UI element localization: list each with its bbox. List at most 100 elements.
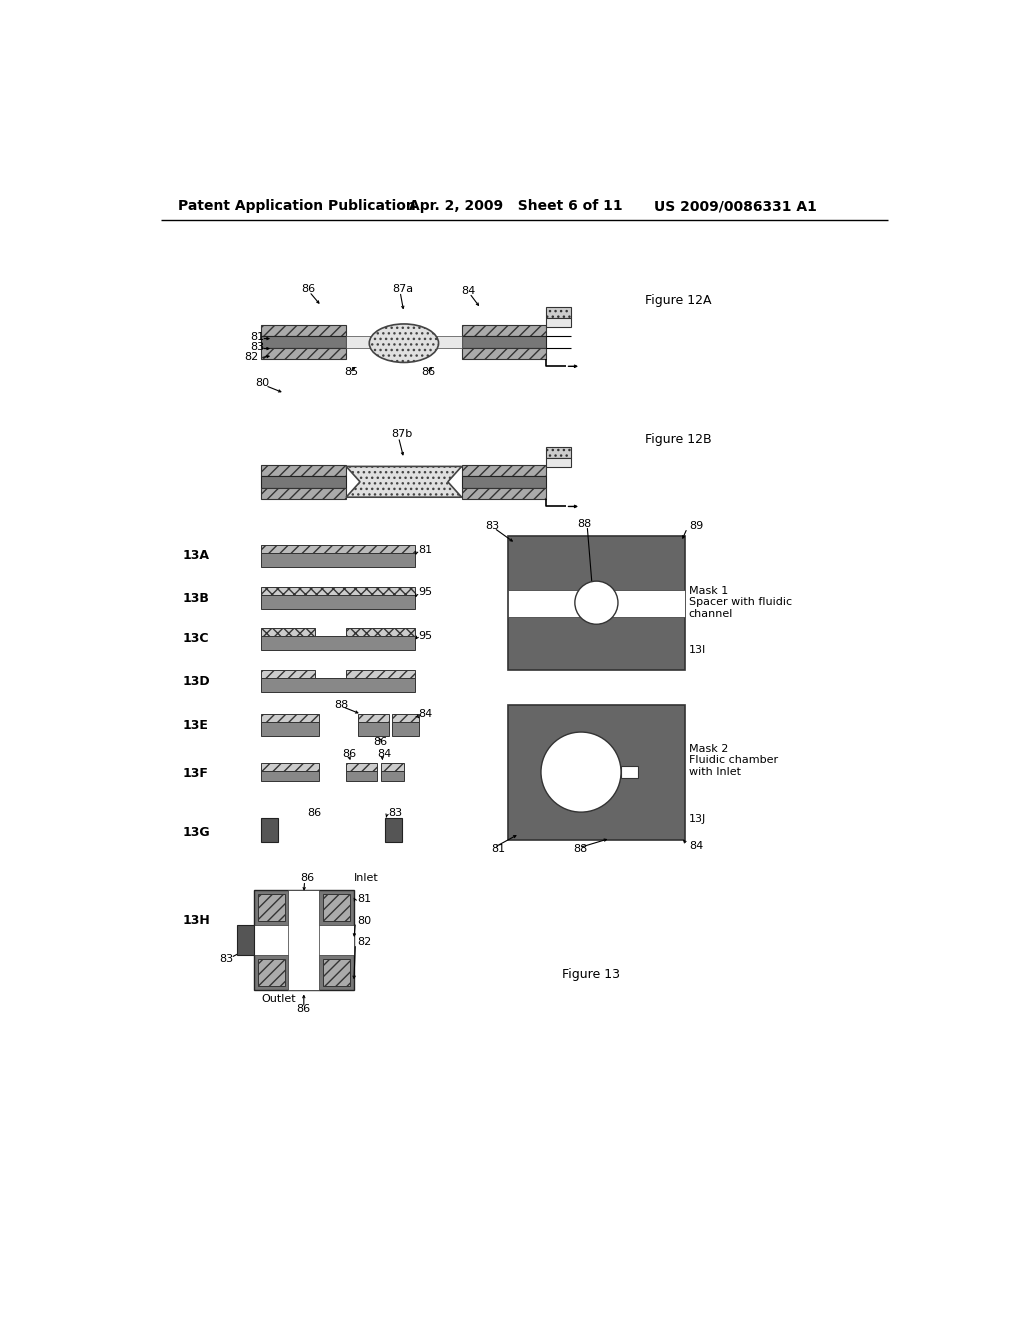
- Text: 86: 86: [300, 874, 314, 883]
- Bar: [392, 722, 419, 737]
- Bar: [508, 536, 685, 671]
- Bar: [261, 678, 416, 692]
- Text: 13H: 13H: [183, 915, 211, 927]
- Text: 88: 88: [573, 843, 588, 854]
- Bar: [261, 335, 346, 348]
- Bar: [462, 488, 547, 499]
- Text: 13J: 13J: [689, 814, 707, 824]
- Text: 84: 84: [689, 841, 703, 851]
- Text: 84: 84: [378, 748, 392, 759]
- Bar: [547, 447, 571, 458]
- Text: 82: 82: [245, 352, 259, 362]
- Text: 86: 86: [296, 1005, 310, 1014]
- Text: 84: 84: [419, 709, 433, 719]
- Bar: [323, 894, 350, 921]
- Text: 88: 88: [578, 519, 592, 529]
- Bar: [621, 766, 638, 779]
- Text: Outlet: Outlet: [261, 994, 296, 1005]
- Bar: [237, 924, 254, 956]
- Text: 84: 84: [462, 286, 476, 296]
- Bar: [462, 335, 547, 348]
- Bar: [385, 817, 401, 842]
- Text: 90: 90: [385, 342, 399, 351]
- Text: 86: 86: [342, 748, 356, 759]
- Text: 83: 83: [250, 342, 264, 352]
- Bar: [289, 890, 319, 990]
- Text: 95: 95: [419, 631, 433, 640]
- Text: 13F: 13F: [183, 767, 209, 780]
- Bar: [261, 636, 416, 649]
- Text: 13G: 13G: [183, 826, 211, 840]
- Text: Mask 1
Spacer with fluidic
channel: Mask 1 Spacer with fluidic channel: [689, 586, 792, 619]
- Text: US 2009/0086331 A1: US 2009/0086331 A1: [654, 199, 817, 213]
- Text: 13E: 13E: [183, 718, 209, 731]
- Bar: [381, 763, 403, 771]
- Bar: [261, 348, 346, 359]
- Bar: [261, 671, 315, 678]
- Text: 87a: 87a: [392, 284, 414, 294]
- Text: 86: 86: [373, 737, 387, 747]
- Bar: [462, 475, 547, 488]
- Text: Patent Application Publication: Patent Application Publication: [178, 199, 416, 213]
- Bar: [462, 465, 547, 475]
- Bar: [357, 722, 388, 737]
- Bar: [508, 705, 685, 840]
- Bar: [261, 771, 319, 781]
- Bar: [261, 553, 416, 566]
- Text: 86: 86: [307, 808, 322, 818]
- Bar: [254, 890, 354, 990]
- Text: 83: 83: [388, 808, 402, 818]
- Text: 13C: 13C: [183, 632, 210, 645]
- Bar: [357, 714, 388, 722]
- Bar: [261, 817, 279, 842]
- Bar: [346, 628, 416, 636]
- Bar: [462, 325, 547, 335]
- Text: 83: 83: [219, 954, 233, 964]
- Ellipse shape: [574, 581, 617, 624]
- Text: 81: 81: [419, 545, 433, 554]
- Text: 81: 81: [357, 894, 371, 904]
- Bar: [346, 335, 462, 348]
- Bar: [381, 771, 403, 781]
- Text: Figure 12A: Figure 12A: [645, 294, 712, 308]
- Text: 13B: 13B: [183, 591, 210, 605]
- Bar: [261, 763, 319, 771]
- Text: 86: 86: [301, 284, 315, 294]
- Bar: [508, 590, 685, 616]
- Bar: [261, 714, 319, 722]
- Ellipse shape: [370, 323, 438, 363]
- Text: Inlet: Inlet: [354, 874, 379, 883]
- Polygon shape: [346, 466, 462, 498]
- Text: 80: 80: [255, 379, 269, 388]
- Ellipse shape: [541, 733, 621, 812]
- Text: 89: 89: [689, 521, 703, 532]
- Text: 88: 88: [335, 700, 349, 710]
- Text: 13I: 13I: [689, 644, 707, 655]
- Bar: [258, 894, 285, 921]
- Bar: [261, 595, 416, 609]
- Bar: [462, 348, 547, 359]
- Bar: [261, 465, 346, 475]
- Text: 81: 81: [490, 843, 505, 854]
- Bar: [392, 714, 419, 722]
- Bar: [254, 924, 354, 956]
- Bar: [261, 488, 346, 499]
- Text: 83: 83: [484, 521, 499, 532]
- Text: Figure 12B: Figure 12B: [645, 433, 712, 446]
- Text: 85: 85: [345, 367, 358, 378]
- Bar: [547, 318, 571, 327]
- Bar: [323, 960, 350, 986]
- Bar: [258, 960, 285, 986]
- Text: Mask 2
Fluidic chamber
with Inlet: Mask 2 Fluidic chamber with Inlet: [689, 743, 778, 776]
- Text: 13A: 13A: [183, 549, 210, 562]
- Text: 81: 81: [250, 333, 264, 342]
- Bar: [261, 475, 346, 488]
- Bar: [261, 325, 346, 335]
- Text: 13D: 13D: [183, 675, 211, 688]
- Bar: [547, 458, 571, 467]
- Text: 95: 95: [419, 587, 433, 597]
- Bar: [346, 763, 377, 771]
- Text: 82: 82: [357, 937, 371, 948]
- Text: 86: 86: [422, 367, 436, 378]
- Bar: [261, 587, 416, 595]
